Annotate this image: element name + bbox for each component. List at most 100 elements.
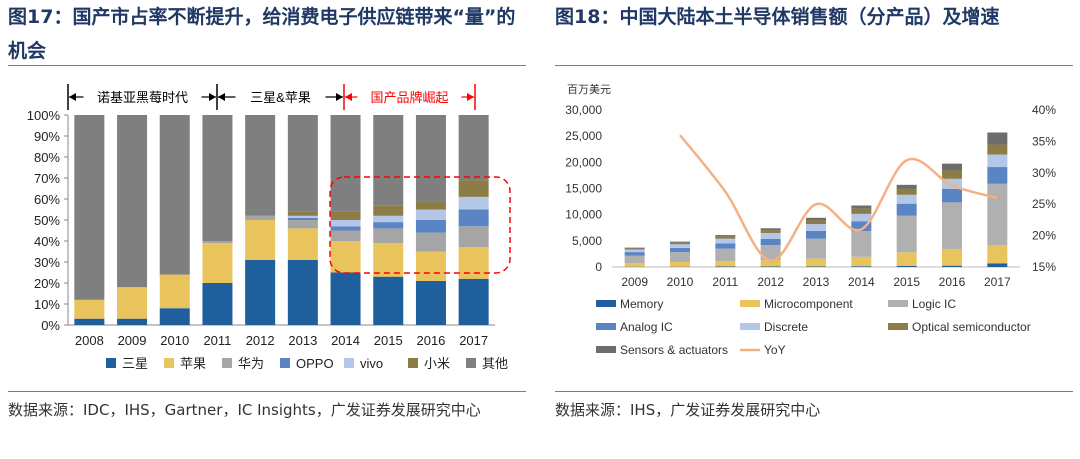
bar-segment [942, 188, 962, 203]
y-tick-label: 60% [34, 192, 60, 207]
bar-segment [373, 276, 404, 325]
era-arrowhead [336, 93, 343, 101]
bar-segment [458, 226, 489, 248]
era-arrowhead [467, 93, 474, 101]
legend-label: Sensors & actuators [620, 343, 728, 357]
legend-swatch [888, 323, 908, 330]
bar-segment [458, 196, 489, 210]
bar-segment [159, 115, 190, 275]
y-tick-label: 20% [34, 276, 60, 291]
bar-segment [624, 252, 645, 256]
bar-segment [942, 265, 962, 267]
y-tick-label: 30% [34, 255, 60, 270]
legend-swatch [740, 323, 760, 330]
bar-segment [74, 115, 105, 300]
y-tick-label: 20,000 [565, 155, 602, 169]
legend-swatch [740, 300, 760, 307]
semiconductor-sales-chart: 百万美元 0 5,000 10,000 15,000 20,000 25,000 30,000… [565, 83, 1056, 357]
bar-segment [942, 178, 962, 189]
bar-segment [287, 217, 318, 220]
bar-segment [896, 215, 917, 253]
bar-segment [851, 256, 872, 267]
bar-segment [458, 115, 489, 181]
bar-segment [245, 220, 276, 260]
bar-segment [896, 203, 917, 216]
y-tick-label: 10% [34, 297, 60, 312]
bar-segment [987, 144, 1008, 155]
era-arrowhead [209, 93, 216, 101]
y2-tick-label: 25% [1032, 197, 1056, 211]
y2-tick-label: 35% [1032, 134, 1056, 148]
x-tick-label: 2016 [939, 275, 966, 289]
bar-segment [670, 247, 690, 253]
y-tick-label: 25,000 [565, 129, 602, 143]
bar-segment [896, 188, 917, 195]
market-share-chart: 0% 10% 20% 30% 40% 50% 60% 70% 80% 90% 100% 2008 200… [27, 84, 511, 371]
bar-segment [159, 274, 190, 309]
legend-swatch [408, 358, 418, 368]
bar-segment [415, 209, 446, 220]
legend-label: 三星 [122, 356, 148, 371]
bar-segment [245, 215, 276, 220]
bar-segment [942, 202, 962, 249]
x-tick-label: 2014 [848, 275, 875, 289]
bar-segment [415, 201, 446, 210]
legend-label: vivo [360, 356, 383, 371]
domestic-highlight-box [329, 176, 511, 274]
bar-segment [715, 261, 736, 267]
bar-segment [987, 245, 1008, 264]
left-bottom-rule [8, 391, 526, 392]
bar-segment [896, 265, 917, 267]
legend-swatch [596, 346, 616, 353]
legend-label: YoY [764, 343, 786, 357]
y-tick-label: 15,000 [565, 182, 602, 196]
bar-segment [245, 259, 276, 325]
bar-segment [670, 241, 690, 243]
left-figure-title: 图17：国产市占率不断提升，给消费电子供应链带来“量”的机会 [8, 6, 516, 62]
x-tick-label: 2016 [416, 333, 445, 348]
legend-label: 苹果 [180, 356, 206, 371]
bar-segment [851, 266, 872, 267]
bar-segment [670, 252, 690, 263]
bar-segment [942, 163, 962, 171]
bar-segment [202, 115, 233, 241]
bar-segment [760, 232, 781, 239]
legend-swatch [596, 323, 616, 330]
bar-segment [760, 228, 781, 231]
bar-segment [670, 242, 690, 245]
bar-segment [287, 259, 318, 325]
bar-segment [715, 248, 736, 262]
x-tick-label: 2017 [459, 333, 488, 348]
x-tick-label: 2011 [712, 275, 738, 289]
bar-segment [458, 209, 489, 227]
x-tick-label: 2009 [621, 275, 648, 289]
bar-segment [987, 183, 1008, 246]
bar-segment [373, 205, 404, 216]
bar-segment [715, 236, 736, 239]
bar-segment [330, 226, 361, 231]
x-tick-label: 2013 [288, 333, 317, 348]
x-tick-label: 2015 [893, 275, 920, 289]
bar-segment [287, 215, 318, 218]
bar-segment [987, 167, 1008, 184]
bar-segment [806, 217, 826, 221]
legend-label: Memory [620, 297, 663, 311]
legend-swatch [106, 358, 116, 368]
yoy-line [679, 134, 998, 262]
legend-swatch [596, 300, 616, 307]
bar-segment [624, 263, 645, 267]
bar-segment [760, 260, 781, 267]
x-tick-label: 2012 [246, 333, 275, 348]
bar-segment [670, 244, 690, 248]
bar-segment [760, 230, 781, 233]
bar-segment [987, 154, 1008, 168]
bar-segment [806, 238, 826, 259]
bar-segment [670, 262, 690, 267]
legend-label: Microcomponent [764, 297, 853, 311]
bar-segment [942, 248, 962, 266]
y2-tick-label: 40% [1032, 103, 1056, 117]
bar-segment [896, 252, 917, 266]
bar-segment [458, 180, 489, 197]
bar-segment [624, 248, 645, 250]
era-arrowhead [69, 93, 76, 101]
